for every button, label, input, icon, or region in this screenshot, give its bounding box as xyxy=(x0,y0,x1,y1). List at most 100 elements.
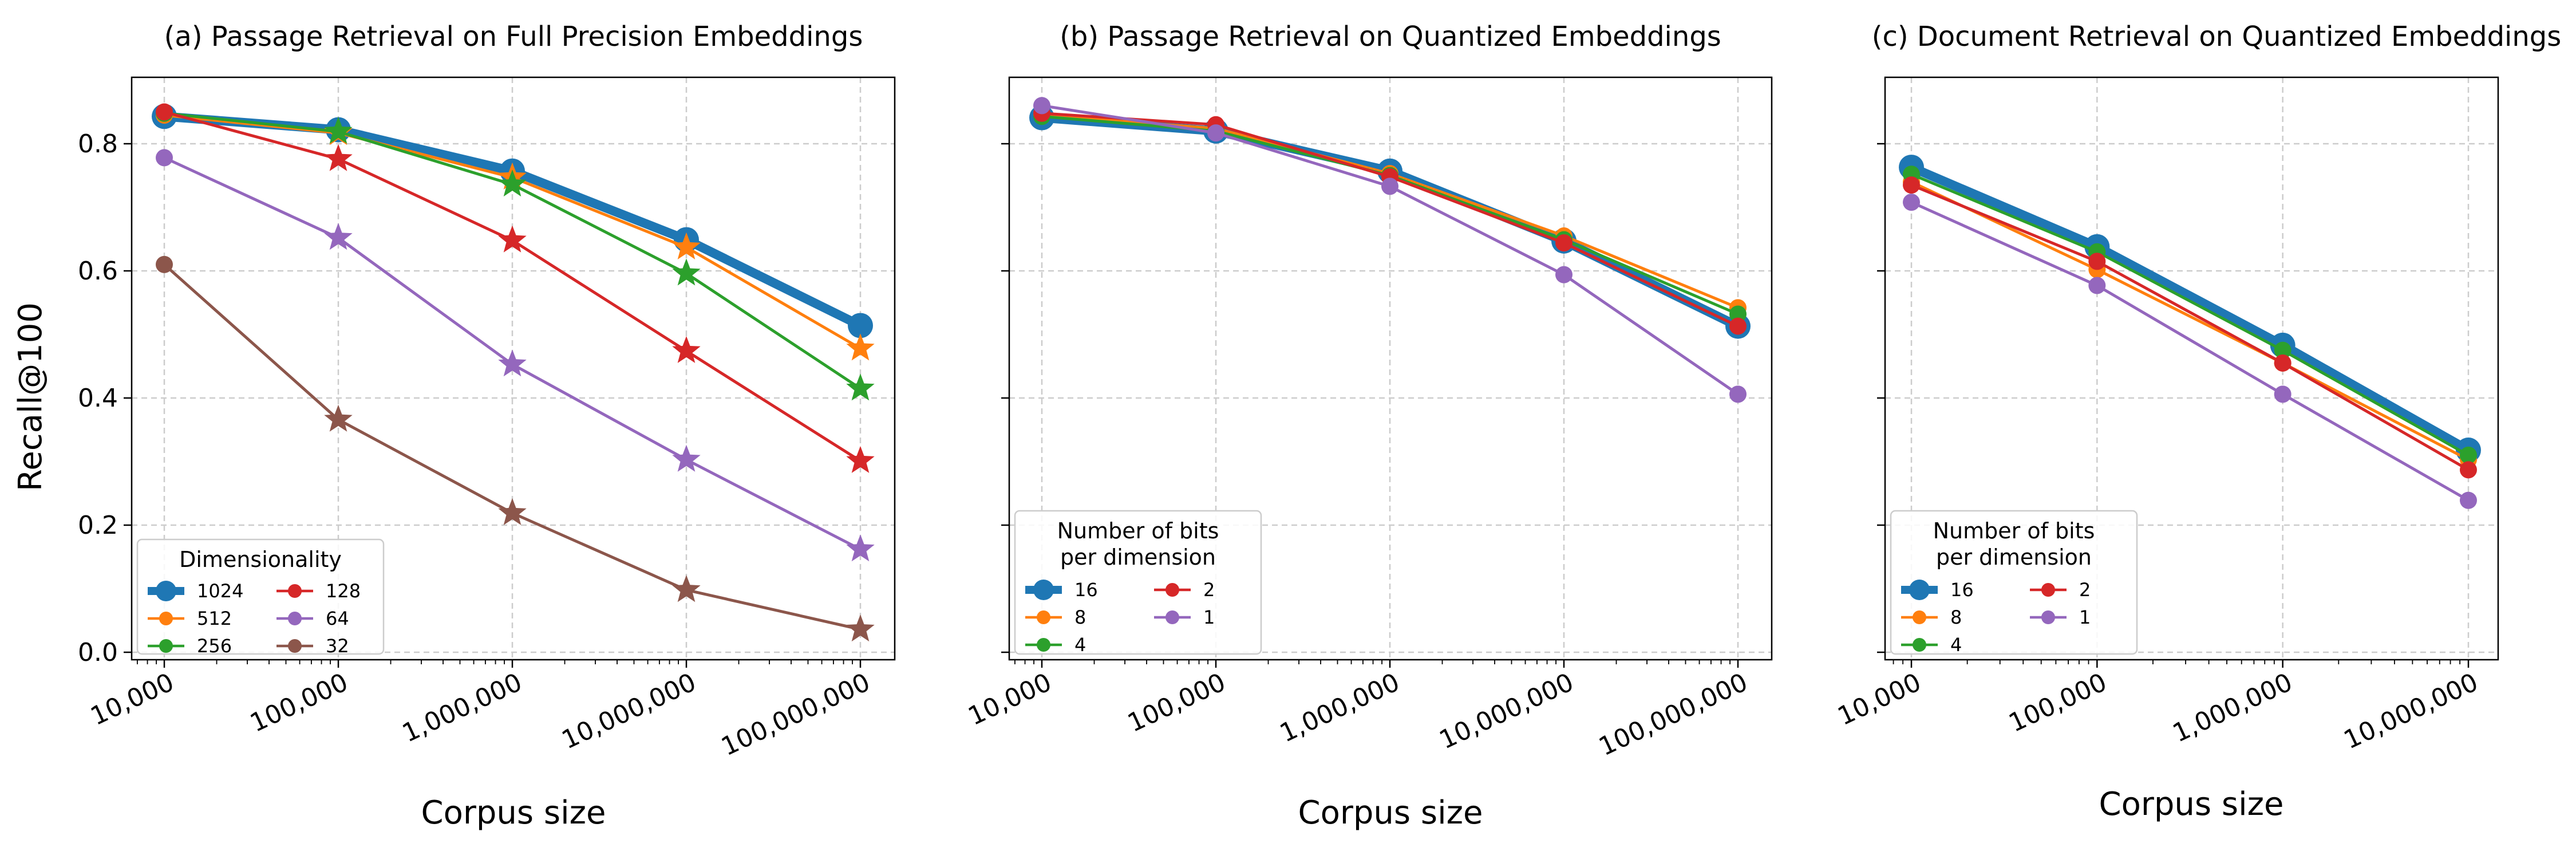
panel-b-legend-title: Number of bits per dimension xyxy=(1057,518,1219,570)
panel-a-data-point xyxy=(848,313,873,338)
panel-b-data-point xyxy=(1207,124,1224,142)
panel-a-legend-entry: 256 xyxy=(197,635,232,657)
panel-a-star-point xyxy=(846,534,875,562)
panel-b-legend-entry: 1 xyxy=(1203,606,1215,628)
panel-a-legend-entry: 1024 xyxy=(197,580,243,602)
panel-a-star-point xyxy=(324,144,353,171)
panel-a-legend-swatch-marker xyxy=(159,612,173,625)
panel-a-x-tick-label: 1,000,000 xyxy=(398,668,527,748)
panel-c-legend-swatch-marker xyxy=(2041,583,2055,597)
panel-b-data-point xyxy=(1729,317,1747,335)
panel-c-frame xyxy=(1884,76,2499,661)
panel-a-x-tick-label: 10,000 xyxy=(86,668,179,731)
panel-a-star-point xyxy=(846,614,875,642)
y-tick-label: 0.2 xyxy=(78,511,118,540)
panel-a-star-point xyxy=(498,170,527,197)
panel-c-x-axis-label: Corpus size xyxy=(2099,786,2284,823)
panel-c-title: (c) Document Retrieval on Quantized Embe… xyxy=(1872,21,2562,53)
panel-b-series xyxy=(1029,97,1751,403)
y-tick-label: 0.4 xyxy=(78,384,118,413)
panel-a-x-tick-label: 10,000,000 xyxy=(558,668,701,755)
panel-b-x-tick-label: 100,000,000 xyxy=(1594,668,1752,762)
panel-a-legend-swatch-marker xyxy=(159,639,173,653)
panel-c-legend-swatch-marker xyxy=(1909,580,1930,600)
panel-a-star-point xyxy=(498,349,527,377)
panel-c-x-tick-label: 10,000 xyxy=(1834,668,1926,731)
panel-c-legend-entry: 1 xyxy=(2079,606,2091,628)
panel-a-star-point xyxy=(324,223,353,250)
panel-b-data-point xyxy=(1555,234,1573,252)
panel-b-legend-swatch-marker xyxy=(1033,580,1054,600)
panel-c-data-point xyxy=(2088,253,2106,270)
panel-b-data-point xyxy=(1033,97,1050,115)
panel-a-x-axis-label: Corpus size xyxy=(421,794,606,832)
panel-c-legend: Number of bits per dimension 16 8 4 2 1 xyxy=(1884,76,2499,661)
panel-c-series xyxy=(1899,155,2481,509)
panel-a-legend-title: Dimensionality xyxy=(179,547,342,572)
panel-a-star-point xyxy=(498,498,527,525)
panel-a-legend-swatch-marker xyxy=(288,639,302,653)
panel-a-series-128 xyxy=(156,103,875,473)
panel-a-title: (a) Passage Retrieval on Full Precision … xyxy=(164,21,863,53)
panel-a-series-64 xyxy=(156,149,875,562)
panel-c-data-point xyxy=(2088,277,2106,294)
y-tick-label: 0.0 xyxy=(78,638,118,667)
panel-c-legend-entry: 8 xyxy=(1950,606,1962,628)
panel-c-legend-swatch-marker xyxy=(1913,638,1926,652)
panel-a-series-256 xyxy=(156,104,875,401)
panel-a-star-point xyxy=(672,232,701,259)
panel-b-x-tick-label: 10,000,000 xyxy=(1435,668,1578,755)
panel-c-series-line xyxy=(1910,180,2470,461)
panel-b-legend-entry: 8 xyxy=(1074,606,1086,628)
panel-a-series-line xyxy=(164,112,862,390)
panel-b-data-point xyxy=(1729,385,1747,403)
panel-a-legend-swatch-marker xyxy=(288,612,302,625)
panel-b-data-point xyxy=(1381,178,1398,195)
panel-c-x-tick-label: 1,000,000 xyxy=(2168,668,2297,748)
panel-c-series-line xyxy=(1910,200,2470,502)
panel-c-data-point xyxy=(2274,385,2291,403)
panel-a-star-point xyxy=(672,444,701,472)
panel-c-legend-entry: 4 xyxy=(1950,634,1962,656)
panel-a-legend-entry: 128 xyxy=(326,580,361,602)
panel-b-legend-entry: 4 xyxy=(1074,634,1086,656)
panel-c-data-point xyxy=(1903,176,1920,194)
panel-b: (b) Passage Retrieval on Quantized Embed… xyxy=(964,21,1773,832)
panel-b-ticks: 10,000 100,000 1,000,000 10,000,000 100,000,… xyxy=(964,143,1752,762)
panel-a-data-point xyxy=(156,103,173,121)
panel-b-legend-box xyxy=(1014,510,1262,655)
panel-a-star-point xyxy=(324,116,353,144)
panel-a-legend-entry: 64 xyxy=(326,608,349,629)
panel-a-x-tick-label: 100,000,000 xyxy=(717,668,874,762)
panel-a-data-point xyxy=(156,255,173,273)
panel-b-series-1 xyxy=(1033,97,1747,403)
panel-b-x-tick-label: 10,000 xyxy=(964,668,1056,731)
panel-a-star-point xyxy=(846,446,875,473)
panel-a-frame xyxy=(131,76,896,661)
panel-a-legend-entry: 32 xyxy=(326,635,349,657)
panel-b-legend-entry: 16 xyxy=(1074,579,1098,601)
panel-c-data-point xyxy=(2460,446,2477,464)
panel-b-data-point xyxy=(1729,305,1747,323)
panel-b-legend: Number of bits per dimension 16 8 4 2 1 xyxy=(1008,76,1773,661)
panel-c-series-1 xyxy=(1903,194,2477,509)
panel-b-x-tick-label: 100,000 xyxy=(1123,668,1230,738)
panel-a-star-point xyxy=(672,575,701,602)
panel-c-series-line xyxy=(1911,183,2470,471)
panel-b-data-point xyxy=(1555,266,1573,283)
panel-c-legend-entry: 2 xyxy=(2079,579,2091,601)
panel-a-data-point xyxy=(156,149,173,167)
panel-a-star-point xyxy=(672,258,701,286)
panel-b-x-axis-label: Corpus size xyxy=(1298,794,1483,832)
panel-a-grid xyxy=(132,77,895,660)
panel-c-ticks: 10,000 100,000 1,000,000 10,000,000 xyxy=(1834,143,2483,755)
panel-b-title: (b) Passage Retrieval on Quantized Embed… xyxy=(1060,21,1721,53)
panel-c-series-line xyxy=(1909,163,2471,454)
y-tick-label: 0.6 xyxy=(78,257,118,286)
panel-a-legend: Dimensionality 1024 512 256 128 64 32 xyxy=(131,76,896,661)
panel-c: (c) Document Retrieval on Quantized Embe… xyxy=(1834,21,2562,823)
y-tick-label: 0.8 xyxy=(78,129,118,159)
panel-b-legend-swatch-marker xyxy=(1037,610,1050,624)
panel-a-star-point xyxy=(846,373,875,401)
panel-a-star-point xyxy=(846,333,875,361)
